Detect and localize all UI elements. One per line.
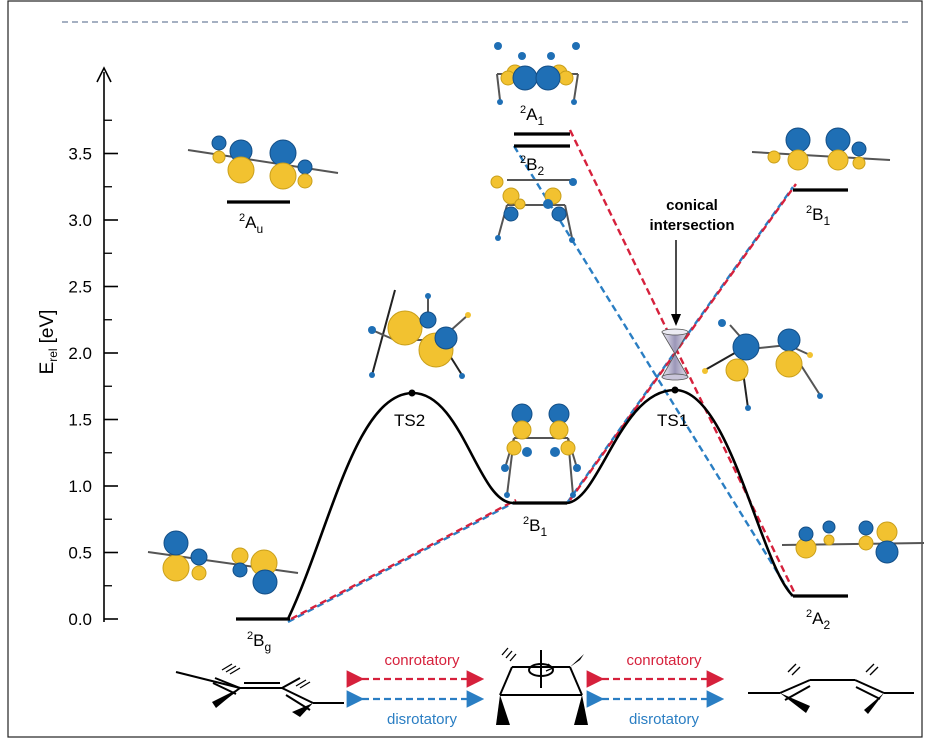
butadiene-right-structure: [748, 679, 914, 701]
y-axis-label: Erel[eV]: [37, 310, 60, 375]
svg-text:conrotatory: conrotatory: [626, 652, 702, 669]
tick-label: 3.5: [68, 145, 92, 164]
state-levels: [227, 132, 848, 621]
label-Au: 2Au: [239, 212, 263, 236]
orbital-B2-icon: [490, 175, 577, 243]
figure-frame: [7, 0, 923, 738]
svg-text:intersection: intersection: [649, 217, 734, 234]
tick-label: 1.0: [68, 477, 92, 496]
label-Bg: 2Bg: [247, 630, 271, 654]
orbital-B1-center-icon: [501, 403, 581, 498]
orbital-A1-icon: [494, 42, 580, 105]
svg-text:conrotatory: conrotatory: [384, 652, 460, 669]
tick-label: 3.0: [68, 211, 92, 230]
tick-label: 1.5: [68, 411, 92, 430]
cone-icon: [661, 328, 689, 381]
label-B1-right: 2B1: [806, 204, 830, 228]
conical-intersection: conical intersection: [649, 197, 735, 381]
y-axis: 0.0 0.5 1.0 1.5 2.0 2.5 3.0 3.5 Erel[eV]: [37, 66, 118, 629]
orbital-A2-icon: [781, 520, 925, 564]
label-B1-center: 2B1: [523, 515, 547, 539]
ts2-point: [408, 389, 416, 397]
tick-label: 2.0: [68, 344, 92, 363]
svg-text:conical: conical: [666, 197, 718, 214]
orbital-TS2-icon: [368, 289, 471, 379]
tick-label: 2.5: [68, 278, 92, 297]
tick-label: 0.0: [68, 610, 92, 629]
svg-text:disrotatory: disrotatory: [629, 711, 700, 728]
cyclobutene-center-structure: [499, 650, 583, 696]
svg-text:disrotatory: disrotatory: [387, 711, 458, 728]
label-A2: 2A2: [806, 608, 830, 632]
legend-right: conrotatory disrotatory: [586, 652, 725, 728]
orbital-Bg-icon: [147, 530, 299, 595]
conrotatory-paths: [290, 129, 798, 621]
label-B2: 2B2: [520, 154, 544, 178]
orbital-Au-icon: [187, 135, 339, 190]
orbital-TS1-right-icon: [702, 319, 823, 411]
ts1-point: [671, 386, 679, 394]
label-ts2: TS2: [394, 411, 425, 430]
butadiene-left-structure: [175, 671, 344, 711]
label-ts1: TS1: [657, 411, 688, 430]
legend-left: conrotatory disrotatory: [346, 652, 485, 728]
orbital-B1-right-icon: [751, 127, 891, 171]
tick-label: 0.5: [68, 544, 92, 563]
label-A1: 2A1: [520, 104, 544, 128]
